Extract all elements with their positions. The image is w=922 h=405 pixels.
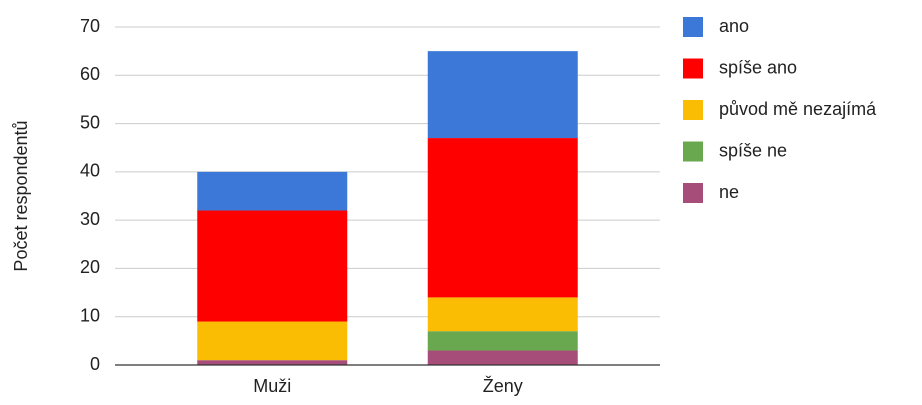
y-tick-label: 10 bbox=[80, 305, 100, 325]
y-tick-label: 30 bbox=[80, 209, 100, 229]
legend-swatch bbox=[683, 58, 703, 79]
y-tick-label: 20 bbox=[80, 257, 100, 277]
bar-segment bbox=[197, 210, 348, 322]
legend-swatch bbox=[683, 141, 703, 162]
legend-swatch bbox=[683, 17, 703, 37]
bar-segment bbox=[197, 360, 348, 365]
x-tick-label: Ženy bbox=[483, 376, 523, 396]
legend-swatch bbox=[683, 183, 703, 203]
x-tick-label: Muži bbox=[253, 376, 291, 396]
bar-segment bbox=[427, 297, 578, 332]
y-tick-label: 60 bbox=[80, 64, 100, 84]
bar-segment bbox=[427, 51, 578, 139]
legend-label: spíše ano bbox=[719, 57, 797, 77]
y-tick-label: 40 bbox=[80, 161, 100, 181]
y-tick-label: 70 bbox=[80, 16, 100, 36]
legend-label: ne bbox=[719, 182, 739, 202]
legend-swatch bbox=[683, 100, 703, 120]
y-tick-label: 0 bbox=[90, 354, 100, 374]
bar-segment bbox=[197, 321, 348, 361]
bar-segment bbox=[197, 171, 348, 211]
legend-label: ano bbox=[719, 16, 749, 36]
legend-label: původ mě nezajímá bbox=[719, 99, 877, 119]
legend-label: spíše ne bbox=[719, 140, 787, 160]
bar-segment bbox=[427, 138, 578, 298]
bar-segment bbox=[427, 331, 578, 351]
y-axis-label: Počet respondentů bbox=[11, 120, 31, 271]
bar-segment bbox=[427, 350, 578, 365]
y-tick-label: 50 bbox=[80, 112, 100, 132]
